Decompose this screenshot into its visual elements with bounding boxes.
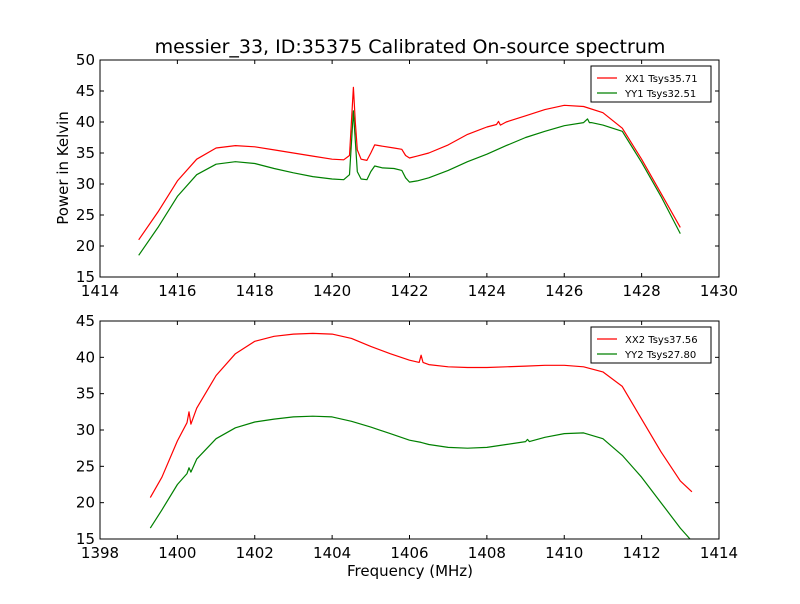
x-tick-label: 1416 — [158, 282, 196, 300]
y-tick-label: 15 — [76, 530, 95, 548]
y-tick-label: 15 — [76, 268, 95, 286]
y-tick-label: 25 — [76, 206, 95, 224]
y-tick-label: 30 — [76, 175, 95, 193]
x-tick-label: 1420 — [313, 282, 351, 300]
y-tick-label: 45 — [76, 82, 95, 100]
x-axis-label: Frequency (MHz) — [347, 562, 473, 580]
y-tick-label: 40 — [76, 113, 95, 131]
legend-label: XX1 Tsys35.71 — [625, 74, 698, 85]
legend: XX2 Tsys37.56 YY2 Tsys27.80 — [590, 326, 712, 364]
x-tick-label: 1402 — [236, 544, 274, 562]
y-tick-label: 20 — [76, 494, 95, 512]
x-tick-label: 1400 — [158, 544, 196, 562]
x-tick-label: 1426 — [545, 282, 583, 300]
x-tick-label: 1414 — [81, 282, 119, 300]
top-panel: 1414 1416 1418 1420 1422 1424 1426 1428 1430 15 20… — [76, 51, 738, 300]
y-tick-label: 40 — [76, 348, 95, 366]
x-tick-label: 1412 — [623, 544, 661, 562]
x-tick-label: 1418 — [236, 282, 274, 300]
legend: XX1 Tsys35.71 YY1 Tsys32.51 — [590, 65, 712, 103]
x-tick-label: 1414 — [700, 544, 738, 562]
y-tick-label: 25 — [76, 457, 95, 475]
series-line-1 — [138, 86, 681, 241]
y-tick-label: 35 — [76, 385, 95, 403]
legend-box — [590, 326, 712, 364]
x-tick-label: 1398 — [81, 544, 119, 562]
bottom-panel: 1398 1400 1402 1404 1406 1408 1410 1412 1414 15 20… — [76, 312, 738, 562]
x-tick-label: 1410 — [545, 544, 583, 562]
figure-title: messier_33, ID:35375 Calibrated On-sourc… — [155, 36, 666, 58]
y-tick-label: 20 — [76, 237, 95, 255]
x-tick-label: 1428 — [623, 282, 661, 300]
x-tick-label: 1406 — [390, 544, 428, 562]
x-tick-label: 1422 — [390, 282, 428, 300]
legend-label: YY1 Tsys32.51 — [624, 89, 696, 100]
x-tick-label: 1424 — [468, 282, 506, 300]
legend-label: YY2 Tsys27.80 — [624, 350, 696, 361]
y-tick-label: 35 — [76, 144, 95, 162]
series-line-1 — [149, 332, 693, 498]
legend-box — [590, 65, 712, 103]
y-tick-label: 45 — [76, 312, 95, 330]
series-line-2 — [149, 415, 691, 540]
y-tick-label: 30 — [76, 421, 95, 439]
y-axis-label: Power in Kelvin — [54, 111, 72, 225]
legend-label: XX2 Tsys37.56 — [625, 335, 698, 346]
x-tick-label: 1408 — [468, 544, 506, 562]
series-line-2 — [138, 110, 681, 256]
x-tick-label: 1430 — [700, 282, 738, 300]
x-tick-label: 1404 — [313, 544, 351, 562]
y-tick-label: 50 — [76, 51, 95, 69]
